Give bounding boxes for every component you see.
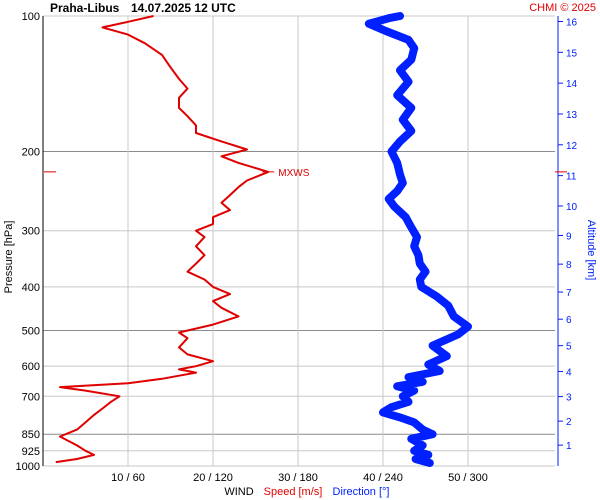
altitude-tick-label: 5 <box>566 342 572 353</box>
altitude-tick-label: 12 <box>566 141 578 152</box>
altitude-tick-label: 2 <box>566 417 572 428</box>
altitude-tick-label: 8 <box>566 260 572 271</box>
speed-series-line <box>55 15 270 464</box>
series-layer <box>55 12 472 467</box>
altitude-tick-label: 4 <box>566 367 572 378</box>
altitude-tick-label: 13 <box>566 110 578 121</box>
x-axis-label-speed: Speed [m/s] <box>264 486 323 498</box>
altitude-tick-label: 10 <box>566 202 578 213</box>
altitude-tick-label: 1 <box>566 441 572 452</box>
pressure-tick-label: 200 <box>22 146 40 158</box>
altitude-tick-label: 16 <box>566 17 578 28</box>
altitude-tick-label: 15 <box>566 48 578 59</box>
y-axis-label: Pressure [hPa] <box>3 221 15 294</box>
copyright-label: CHMI © 2025 <box>529 2 596 14</box>
altitude-tick-label: 3 <box>566 393 572 404</box>
x-axis-label-wind: WIND <box>224 486 253 498</box>
pressure-tick-label: 1000 <box>16 461 40 473</box>
pressure-tick-label: 100 <box>22 11 40 23</box>
x-tick-label: 10 / 60 <box>111 472 145 484</box>
x-tick-labels: 10 / 60 20 / 120 30 / 180 40 / 240 50 / 300 <box>111 472 488 484</box>
x-axis-label-direction: Direction [°] <box>333 486 390 498</box>
altitude-tick-label: 9 <box>566 231 572 242</box>
grid <box>43 15 555 467</box>
direction-series-line <box>364 12 472 467</box>
pressure-tick-label: 500 <box>22 326 40 338</box>
altitude-tick-label: 14 <box>566 79 578 90</box>
pressure-tick-label: 700 <box>22 391 40 403</box>
altitude-axis-label: Altitude [km] <box>585 220 597 281</box>
pressure-tick-label: 400 <box>22 282 40 294</box>
pressure-tick-label: 300 <box>22 226 40 238</box>
x-tick-label: 20 / 120 <box>193 472 233 484</box>
datetime-title: 14.07.2025 12 UTC <box>131 1 236 15</box>
max-wind-marker: MXWS <box>44 168 567 179</box>
altitude-tick-label: 11 <box>566 172 577 183</box>
x-tick-label: 50 / 300 <box>448 472 488 484</box>
pressure-tick-label: 600 <box>22 361 40 373</box>
x-tick-label: 40 / 240 <box>363 472 403 484</box>
station-title: Praha-Libus <box>50 1 120 15</box>
pressure-tick-label: 925 <box>22 446 40 458</box>
mxws-label: MXWS <box>278 168 309 179</box>
x-tick-label: 30 / 180 <box>278 472 318 484</box>
altitude-tick-label: 6 <box>566 315 572 326</box>
pressure-tick-labels: 100 200 300 400 500 600 700 850 925 1000 <box>16 11 40 473</box>
altitude-tick-label: 7 <box>566 288 572 299</box>
pressure-tick-label: 850 <box>22 429 40 441</box>
